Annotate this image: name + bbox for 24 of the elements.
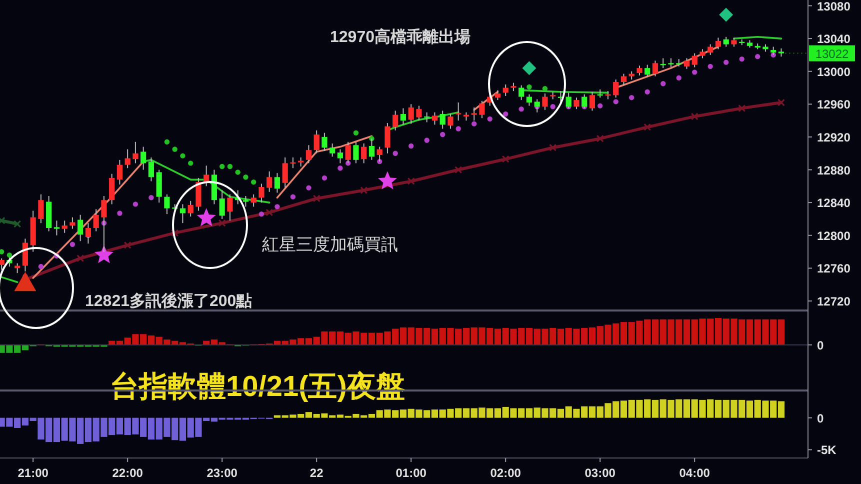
- y-tick-label: 12960: [817, 98, 851, 112]
- x-tick-label: 21:00: [18, 466, 49, 480]
- annotation: 13022: [815, 46, 850, 61]
- x-tick-label: 04:00: [679, 466, 710, 480]
- annotation: 12821多訊後漲了200點: [85, 292, 252, 310]
- y-tick-label: 12880: [817, 163, 851, 178]
- x-tick-label: 22: [310, 466, 324, 480]
- y-tick-label: 13000: [817, 64, 851, 79]
- y-tick-label: -5K: [817, 443, 837, 458]
- x-tick-label: 23:00: [206, 466, 238, 480]
- y-tick-label: 12720: [817, 294, 851, 308]
- x-tick-label: 01:00: [396, 466, 427, 480]
- y-tick-label: 12760: [817, 262, 851, 276]
- annotation: 12970高檔乖離出場: [330, 27, 470, 46]
- y-tick-label: 12800: [817, 228, 851, 243]
- y-tick-label: 12920: [817, 130, 851, 144]
- annotation: 紅星三度加碼買訊: [262, 235, 398, 254]
- y-tick-label: 12840: [817, 196, 851, 210]
- y-tick-label: 0: [817, 411, 824, 426]
- x-tick-label: 22:00: [112, 466, 144, 480]
- x-tick-label: 03:00: [584, 466, 616, 480]
- y-tick-label: 13080: [817, 0, 851, 14]
- x-tick-label: 02:00: [490, 466, 522, 480]
- y-tick-label: 13040: [817, 32, 851, 46]
